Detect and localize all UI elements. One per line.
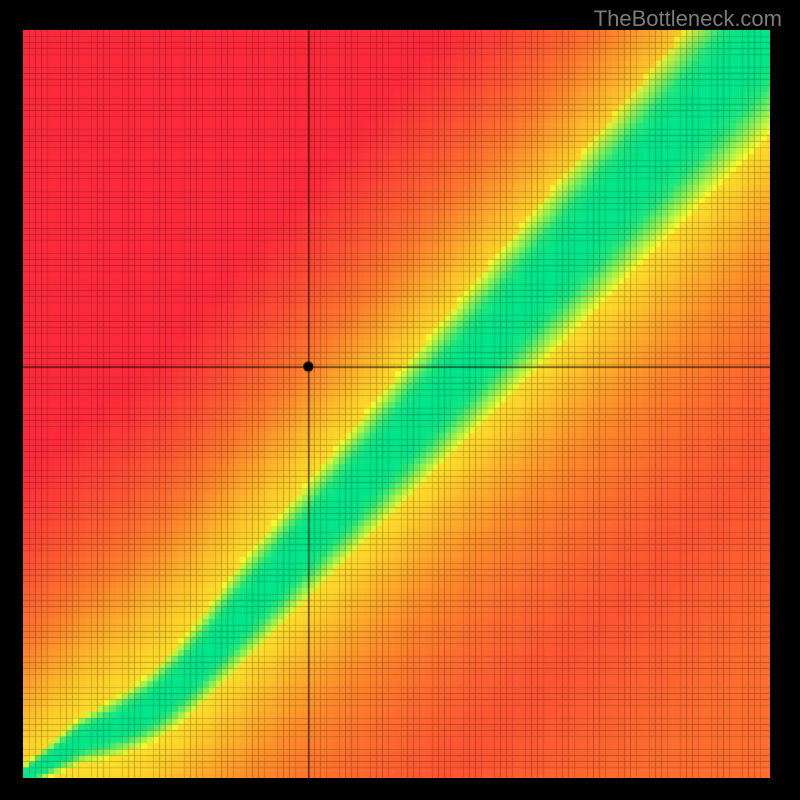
heatmap-plot: [23, 30, 770, 778]
heatmap-canvas: [23, 30, 770, 778]
chart-container: TheBottleneck.com: [0, 0, 800, 800]
watermark-text: TheBottleneck.com: [594, 6, 782, 32]
